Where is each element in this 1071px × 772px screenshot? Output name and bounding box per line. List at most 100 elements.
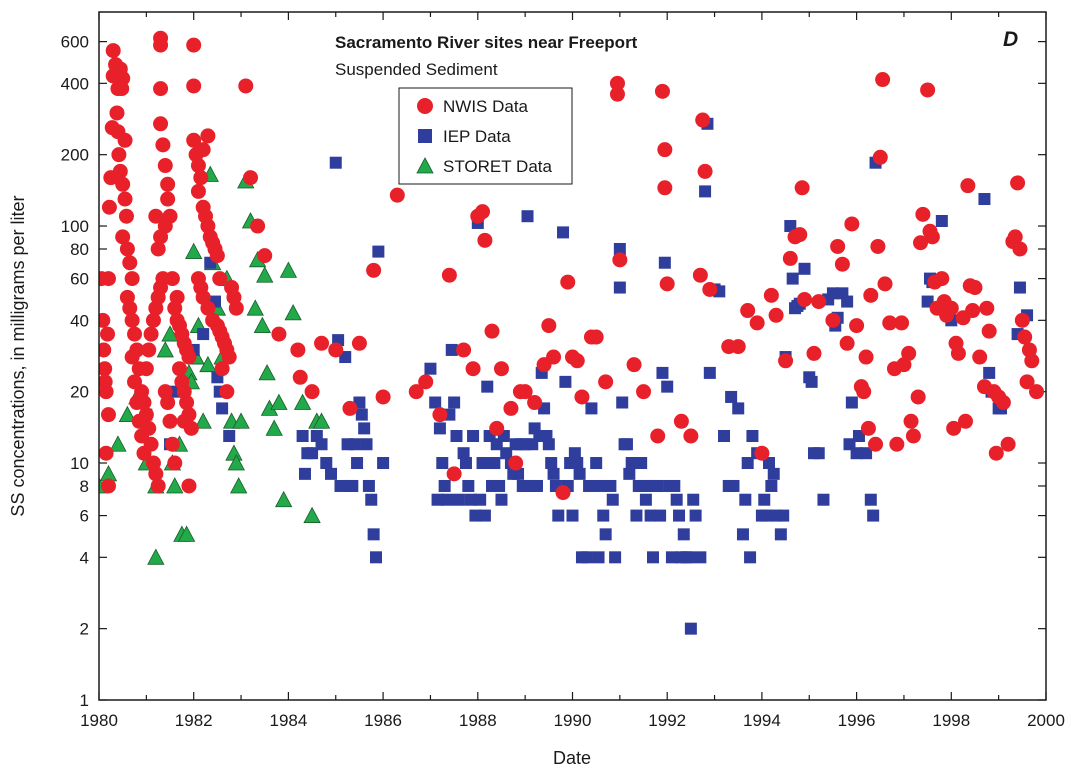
data-point-nwis-data	[100, 271, 116, 287]
data-point-nwis-data	[351, 335, 367, 351]
data-point-nwis-data	[148, 466, 164, 482]
data-point-iep-data	[613, 281, 626, 294]
data-point-nwis-data	[99, 312, 111, 328]
data-point-iep-data	[530, 479, 543, 492]
x-tick-label: 1986	[364, 711, 402, 730]
data-point-nwis-data	[153, 81, 169, 97]
data-point-nwis-data	[673, 413, 689, 429]
data-point-iep-data	[739, 493, 752, 506]
data-point-nwis-data	[749, 315, 765, 331]
data-point-iep-data	[467, 430, 480, 443]
data-point-iep-data	[362, 479, 375, 492]
data-point-nwis-data	[830, 238, 846, 254]
data-point-nwis-data	[1007, 229, 1023, 245]
data-point-storet-data	[161, 325, 179, 342]
data-point-iep-data	[552, 509, 565, 522]
data-point-iep-data	[694, 551, 707, 564]
data-point-nwis-data	[692, 267, 708, 283]
data-point-iep-data	[438, 479, 451, 492]
data-point-nwis-data	[129, 395, 145, 411]
data-point-nwis-data	[118, 208, 134, 224]
data-point-nwis-data	[238, 78, 254, 94]
data-point-nwis-data	[150, 478, 166, 494]
legend-label-storet: STORET Data	[443, 157, 553, 176]
data-point-iep-data	[315, 438, 328, 451]
data-point-iep-data	[677, 528, 690, 541]
data-point-nwis-data	[101, 199, 117, 215]
data-point-storet-data	[118, 405, 137, 423]
data-point-iep-data	[741, 457, 754, 470]
data-point-nwis-data	[99, 342, 112, 358]
data-point-iep-data	[334, 479, 347, 492]
data-point-nwis-data	[950, 345, 966, 361]
data-point-iep-data	[431, 493, 444, 506]
data-point-nwis-data	[212, 271, 228, 287]
data-point-storet-data	[225, 444, 243, 461]
data-point-nwis-data	[117, 132, 133, 148]
data-point-iep-data	[568, 447, 581, 460]
data-point-nwis-data	[636, 384, 652, 400]
data-point-iep-data	[703, 366, 716, 379]
data-point-iep-data	[372, 245, 385, 258]
data-point-nwis-data	[105, 43, 121, 59]
data-point-nwis-data	[214, 361, 230, 377]
y-tick-label: 600	[61, 33, 89, 52]
data-point-nwis-data	[160, 176, 176, 192]
data-point-iep-data	[355, 408, 368, 421]
y-tick-label: 60	[70, 270, 89, 289]
data-point-nwis-data	[195, 142, 211, 158]
data-point-iep-data	[358, 422, 371, 435]
data-point-nwis-data	[190, 183, 206, 199]
x-tick-label: 1990	[554, 711, 592, 730]
data-point-nwis-data	[508, 455, 524, 471]
data-point-nwis-data	[960, 178, 976, 194]
data-point-nwis-data	[160, 395, 176, 411]
data-point-iep-data	[644, 509, 657, 522]
data-point-iep-data	[429, 396, 442, 409]
data-point-iep-data	[613, 242, 626, 255]
data-point-iep-data	[542, 438, 555, 451]
data-point-nwis-data	[1012, 241, 1028, 257]
data-point-iep-data	[732, 402, 745, 415]
data-points	[99, 30, 1045, 635]
data-point-iep-data	[744, 551, 757, 564]
data-point-nwis-data	[1024, 353, 1040, 369]
data-point-nwis-data	[659, 276, 675, 292]
data-point-iep-data	[774, 528, 787, 541]
data-point-nwis-data	[181, 478, 197, 494]
data-point-iep-data	[580, 551, 593, 564]
data-point-iep-data	[805, 375, 818, 388]
data-point-nwis-data	[527, 395, 543, 411]
data-point-nwis-data	[179, 395, 195, 411]
data-point-iep-data	[590, 457, 603, 470]
data-point-nwis-data	[366, 262, 382, 278]
data-point-iep-data	[616, 396, 629, 409]
tick-labels: 1980 1982 1984 1986 1988 1990 1992 1994 1996 1998…	[61, 33, 1065, 730]
data-point-storet-data	[232, 412, 250, 429]
data-point-iep-data	[736, 528, 749, 541]
data-point-nwis-data	[115, 229, 131, 245]
data-point-nwis-data	[292, 369, 308, 385]
x-tick-label: 1996	[838, 711, 876, 730]
data-point-nwis-data	[657, 142, 673, 158]
data-point-iep-data	[826, 287, 839, 300]
data-point-nwis-data	[995, 395, 1011, 411]
data-point-storet-data	[227, 454, 245, 471]
data-point-nwis-data	[569, 353, 585, 369]
data-point-iep-data	[673, 509, 686, 522]
data-point-nwis-data	[860, 420, 876, 436]
data-point-nwis-data	[111, 147, 127, 163]
data-point-iep-data	[670, 493, 683, 506]
data-point-storet-data	[185, 242, 203, 259]
data-point-nwis-data	[546, 349, 562, 365]
data-point-nwis-data	[797, 291, 813, 307]
data-point-iep-data	[367, 528, 380, 541]
data-point-nwis-data	[768, 307, 784, 323]
data-point-iep-data	[770, 509, 783, 522]
data-point-nwis-data	[574, 389, 590, 405]
data-point-nwis-data	[181, 349, 197, 365]
data-point-nwis-data	[257, 248, 273, 264]
data-point-nwis-data	[408, 384, 424, 400]
data-point-nwis-data	[856, 384, 872, 400]
